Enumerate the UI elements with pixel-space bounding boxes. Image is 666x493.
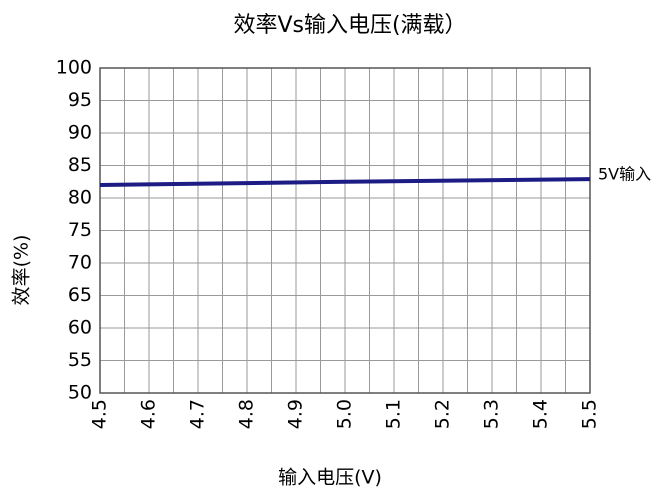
y-tick-label: 70 xyxy=(68,252,92,274)
y-tick-label: 90 xyxy=(68,122,92,144)
y-tick-label: 80 xyxy=(68,187,92,209)
x-tick-label: 5.0 xyxy=(334,399,356,429)
chart-title: 效率Vs输入电压(满载） xyxy=(233,13,466,38)
y-tick-label: 60 xyxy=(68,317,92,339)
x-tick-label: 4.8 xyxy=(236,399,258,429)
data-line xyxy=(99,177,591,187)
x-tick-label: 5.3 xyxy=(481,399,503,429)
x-tick-label: 5.1 xyxy=(383,399,405,429)
x-tick-label: 4.6 xyxy=(138,399,160,429)
x-tick-label: 4.5 xyxy=(89,399,111,429)
series-label: 5V输入 xyxy=(598,165,651,184)
x-tick-label: 5.2 xyxy=(432,399,454,429)
y-tick-label: 55 xyxy=(68,349,92,371)
y-tick-label: 50 xyxy=(68,382,92,404)
y-axis-label: 效率(%) xyxy=(11,235,33,306)
plot-frame xyxy=(99,67,591,394)
x-axis-label: 输入电压(V) xyxy=(278,467,382,489)
y-tick-label: 85 xyxy=(68,154,92,176)
y-tick-label: 65 xyxy=(68,284,92,306)
y-tick-label: 95 xyxy=(68,89,92,111)
x-tick-label: 4.9 xyxy=(285,399,307,429)
x-tick-label: 5.5 xyxy=(579,399,601,429)
y-tick-label: 75 xyxy=(68,219,92,241)
y-tick-label: 100 xyxy=(56,57,92,79)
x-tick-label: 4.7 xyxy=(187,399,209,429)
x-tick-label: 5.4 xyxy=(530,399,552,429)
